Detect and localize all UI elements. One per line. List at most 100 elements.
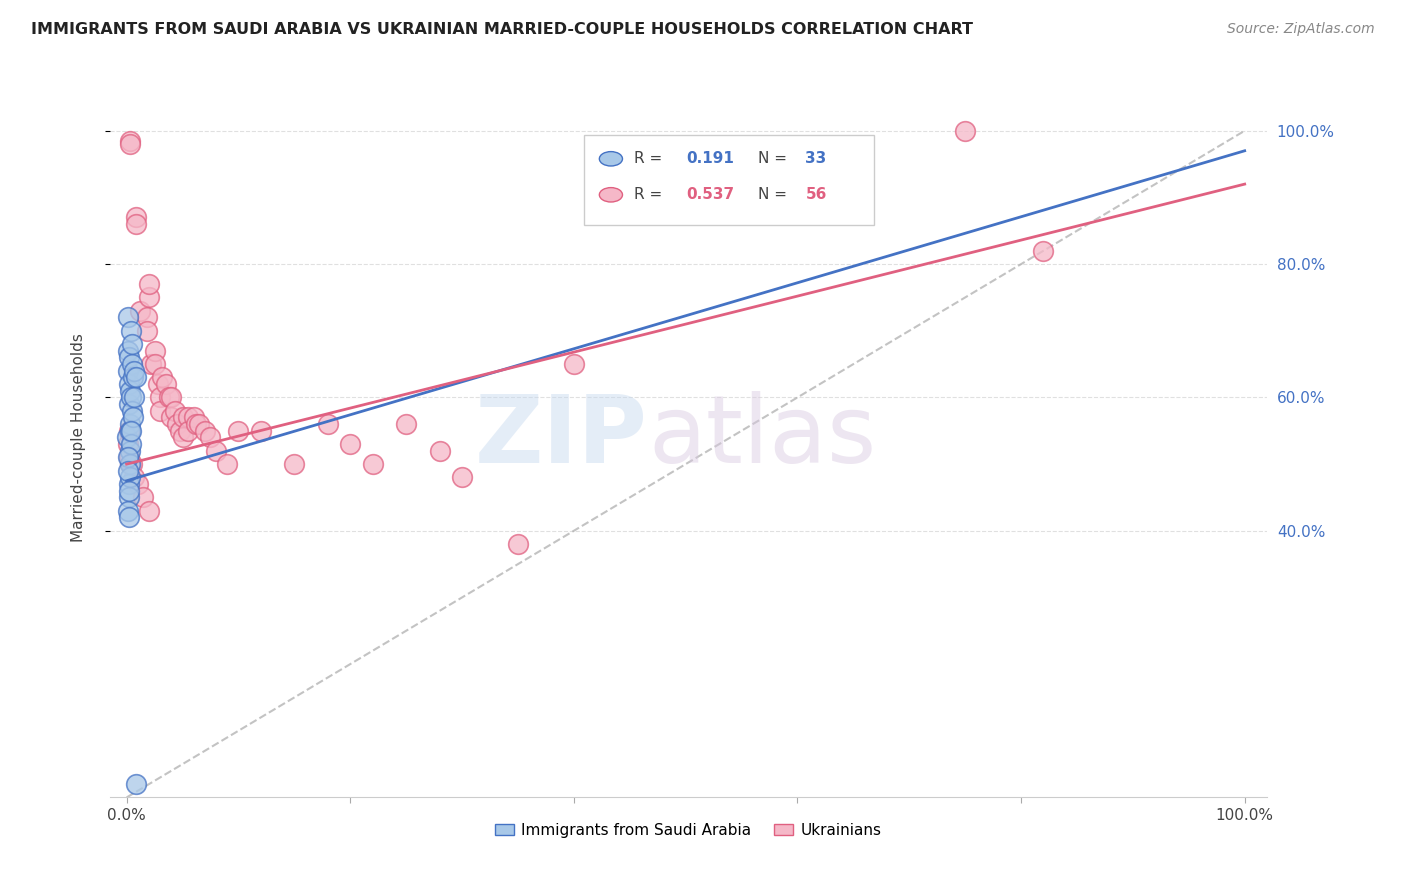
Point (339, 437, 361, 451)
Point (138, 504, 160, 518)
Point (429, 443, 451, 458)
Text: R =: R = (634, 152, 668, 166)
Point (135, 324, 157, 338)
Point (249, 424, 271, 438)
Text: 0.191: 0.191 (686, 152, 734, 166)
Point (120, 391, 142, 405)
Text: atlas: atlas (648, 392, 876, 483)
Point (172, 410, 194, 425)
Legend: Immigrants from Saudi Arabia, Ukrainians: Immigrants from Saudi Arabia, Ukrainians (489, 816, 887, 844)
Point (169, 424, 191, 438)
Point (395, 417, 418, 431)
Text: 33: 33 (806, 152, 827, 166)
Point (228, 424, 250, 438)
Point (217, 457, 239, 471)
Point (118, 477, 141, 491)
Point (118, 424, 141, 438)
Point (183, 410, 205, 425)
Point (121, 457, 143, 471)
Point (124, 211, 146, 225)
Point (118, 450, 141, 465)
Point (117, 450, 139, 465)
Point (117, 343, 139, 358)
Point (155, 377, 177, 392)
Point (953, 124, 976, 138)
Point (283, 457, 305, 471)
Point (361, 457, 384, 471)
Point (163, 404, 186, 418)
Point (149, 404, 172, 418)
Point (117, 504, 139, 518)
Point (117, 310, 139, 325)
Point (160, 391, 183, 405)
Point (124, 391, 146, 405)
Point (118, 470, 141, 484)
Point (316, 417, 339, 431)
Point (124, 364, 146, 378)
Point (118, 424, 141, 438)
Point (117, 464, 139, 478)
Point (177, 410, 200, 425)
Point (205, 443, 228, 458)
Point (172, 430, 194, 444)
Point (135, 310, 157, 325)
Point (149, 391, 172, 405)
Point (118, 417, 141, 431)
Point (1032, 244, 1054, 258)
Point (166, 417, 188, 431)
Point (124, 470, 146, 484)
Text: 0.537: 0.537 (686, 187, 734, 202)
Point (118, 397, 141, 411)
Point (177, 424, 200, 438)
Text: R =: R = (634, 187, 668, 202)
Point (124, 777, 146, 791)
Point (129, 303, 152, 318)
Point (451, 470, 474, 484)
Text: 56: 56 (806, 187, 827, 202)
Point (118, 491, 141, 505)
Point (562, 357, 585, 371)
Circle shape (599, 187, 623, 202)
Point (118, 483, 141, 498)
Point (200, 430, 222, 444)
Point (118, 443, 141, 458)
Point (146, 377, 169, 392)
Point (138, 290, 160, 304)
Point (506, 537, 529, 551)
Point (138, 277, 160, 292)
Point (124, 370, 146, 384)
Point (121, 404, 143, 418)
Point (184, 417, 207, 431)
Point (121, 357, 143, 371)
Point (115, 430, 138, 444)
Point (127, 477, 149, 491)
Point (188, 417, 211, 431)
Y-axis label: Married-couple Households: Married-couple Households (72, 333, 86, 541)
Point (118, 137, 141, 152)
Text: N =: N = (758, 152, 792, 166)
Point (194, 424, 217, 438)
Point (118, 384, 141, 398)
Text: ZIP: ZIP (475, 392, 648, 483)
Point (157, 391, 180, 405)
Point (141, 357, 163, 371)
Text: N =: N = (758, 187, 792, 202)
Point (118, 510, 141, 524)
Point (121, 337, 143, 351)
Point (117, 364, 139, 378)
Circle shape (599, 152, 623, 166)
Point (143, 357, 166, 371)
Point (118, 457, 141, 471)
Point (143, 343, 166, 358)
Point (132, 491, 155, 505)
Point (160, 410, 183, 425)
Text: IMMIGRANTS FROM SAUDI ARABIA VS UKRAINIAN MARRIED-COUPLE HOUSEHOLDS CORRELATION : IMMIGRANTS FROM SAUDI ARABIA VS UKRAINIA… (31, 22, 973, 37)
Point (122, 370, 145, 384)
Point (120, 324, 142, 338)
Point (118, 351, 141, 365)
Point (120, 437, 142, 451)
Point (117, 437, 139, 451)
Point (122, 410, 145, 425)
Point (152, 370, 174, 384)
Point (124, 217, 146, 231)
